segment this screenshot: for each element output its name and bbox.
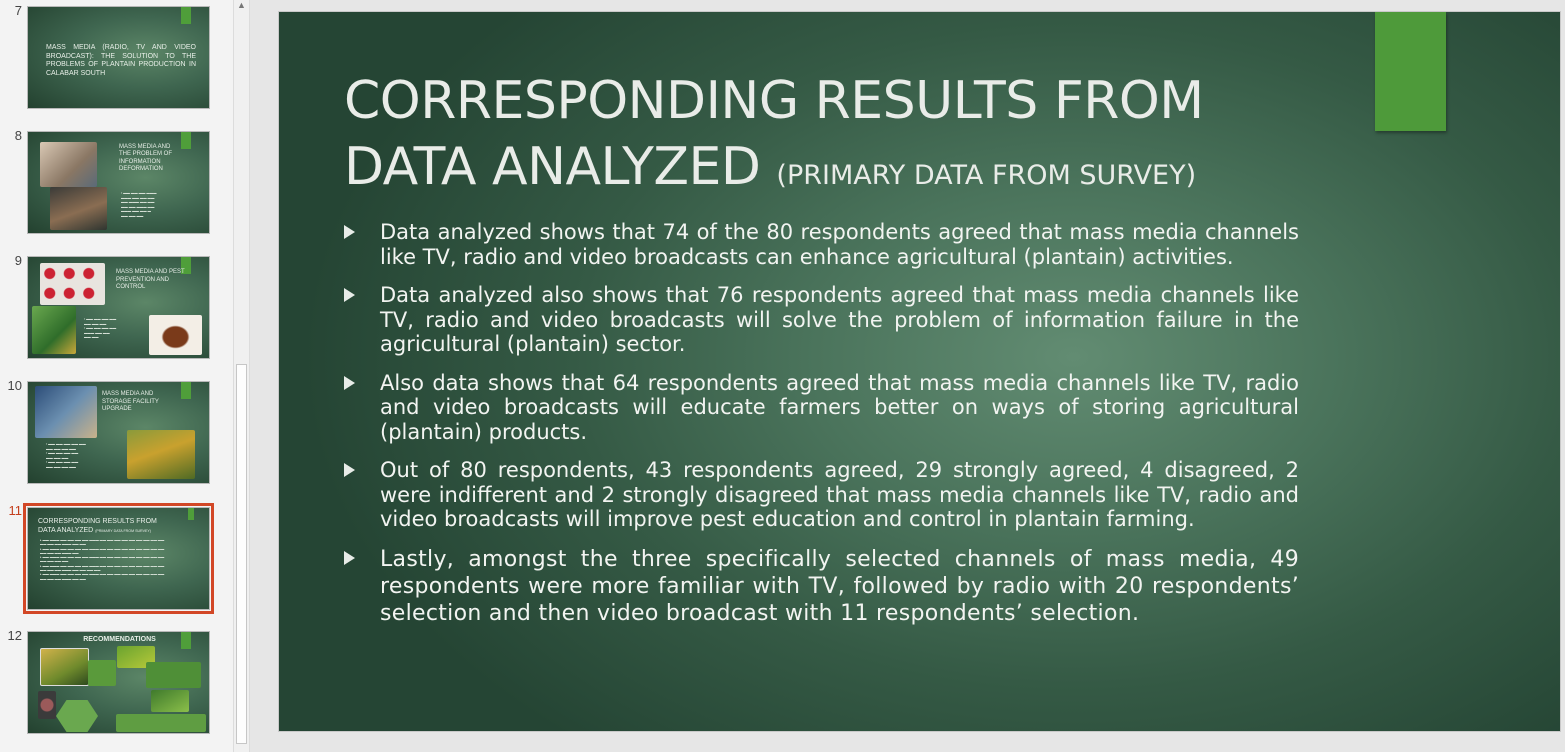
- slide-canvas[interactable]: CORRESPONDING RESULTS FROM DATA ANALYZED…: [279, 12, 1560, 731]
- scroll-up-arrow-icon[interactable]: ▲: [237, 0, 246, 10]
- plantain-photo: [117, 646, 155, 668]
- slide-thumbnail-pane[interactable]: 7 MASS MEDIA (RADIO, TV AND VIDEO BROADC…: [0, 0, 233, 752]
- slide-number: 8: [14, 128, 22, 143]
- farmers-photo: [32, 306, 76, 354]
- bullet-item: Also data shows that 64 respondents agre…: [344, 371, 1299, 445]
- bullet-arrow-icon: [344, 550, 355, 565]
- accent-bar: [181, 257, 191, 274]
- bullet-arrow-icon: [344, 463, 355, 477]
- thumbnail-title: MASS MEDIA AND PEST PREVENTION AND CONTR…: [116, 269, 185, 291]
- slide-thumbnail-8[interactable]: MASS MEDIA AND THE PROBLEM OF INFORMATIO…: [27, 131, 210, 234]
- bullet-arrow-icon: [344, 288, 355, 302]
- bullet-item: Lastly, amongst the three specifically s…: [344, 546, 1299, 627]
- bullet-item: Data analyzed also shows that 76 respond…: [344, 283, 1299, 357]
- recommendation-box: [146, 662, 201, 688]
- thumbnail-title: MASS MEDIA (RADIO, TV AND VIDEO BROADCAS…: [46, 44, 196, 77]
- accent-bar: [181, 7, 191, 24]
- warehouse-photo: [35, 386, 97, 438]
- thumbnail-title: MASS MEDIA AND THE PROBLEM OF INFORMATIO…: [119, 144, 173, 173]
- slide-title[interactable]: CORRESPONDING RESULTS FROM DATA ANALYZED…: [344, 68, 1344, 209]
- person-phone-photo: [50, 187, 107, 230]
- thumbnail-title: MASS MEDIA AND STORAGE FACILITY UPGRADE: [102, 391, 159, 413]
- accent-bar: [181, 632, 191, 649]
- slide-thumbnail-10[interactable]: MASS MEDIA AND STORAGE FACILITY UPGRADE …: [27, 381, 210, 484]
- thumbnail-body-text: ▪ ▬▬ ▬▬ ▬▬ ▬▬ ▬▬ ▬▬ ▬▬ ▬▬ ▬▬ ▪ ▬▬ ▬▬ ▬▬ ▬▬…: [46, 442, 86, 469]
- scrollbar-thumb[interactable]: [236, 364, 247, 744]
- slide-thumbnail-11[interactable]: CORRESPONDING RESULTS FROM DATA ANALYZED…: [23, 503, 214, 614]
- slide-thumbnail-9[interactable]: MASS MEDIA AND PEST PREVENTION AND CONTR…: [27, 256, 210, 359]
- thumbnail-body-text: ▸ ▬▬ ▬▬▬ ▬▬ ▬▬ ▬▬ ▬▬ ▬▬▬ ▬▬ ▬▬ ▬▬ ▬▬ ▬▬ …: [40, 538, 165, 581]
- plantain-market-photo: [127, 430, 195, 479]
- thumbnail-body-text: ▪ ▬▬ ▬▬ ▬▬ ▬▬ ▬▬ ▬▬ ▬▬ ▪ ▬▬ ▬▬ ▬▬ ▬▬ ▬▬▬ ▬▬…: [84, 317, 117, 340]
- bullet-arrow-icon: [344, 225, 355, 239]
- slide-number: 12: [7, 628, 22, 643]
- leaves-photo: [151, 690, 189, 712]
- accent-bar: [188, 508, 194, 520]
- slide-title-subtitle: (PRIMARY DATA FROM SURVEY): [776, 160, 1197, 191]
- accent-bar: [181, 132, 191, 149]
- tv-icon: [38, 691, 56, 719]
- slide-number: 11: [8, 503, 23, 518]
- recommendation-box: [88, 660, 116, 686]
- pest-icons-image: [40, 263, 105, 305]
- slide-title-main: CORRESPONDING RESULTS FROM DATA ANALYZED: [344, 71, 1204, 197]
- beetle-image: [149, 315, 202, 355]
- people-photo: [40, 142, 97, 187]
- thumbnail-scrollbar[interactable]: ▲: [233, 0, 250, 752]
- thumbnail-title: CORRESPONDING RESULTS FROM DATA ANALYZED…: [38, 518, 157, 534]
- slide-thumbnail-7[interactable]: MASS MEDIA (RADIO, TV AND VIDEO BROADCAS…: [27, 6, 210, 109]
- slide-number: 10: [7, 378, 22, 393]
- slide-body[interactable]: Data analyzed shows that 74 of the 80 re…: [344, 220, 1299, 641]
- slide-number: 7: [14, 3, 22, 18]
- accent-bar: [1375, 12, 1446, 131]
- thumbnail-body-text: ▪ ▬▬ ▬▬ ▬▬ ▬▬▬ ▬▬▬ ▬▬ ▬▬ ▬▬ ▬▬ ▬▬▬ ▬▬ ▬▬ ▬▬…: [121, 191, 157, 218]
- bullet-item: Out of 80 respondents, 43 respondents ag…: [344, 458, 1299, 532]
- bullet-arrow-icon: [344, 375, 355, 390]
- slide-number: 9: [14, 253, 22, 268]
- accent-bar: [181, 382, 191, 399]
- plantain-bunch-photo: [40, 648, 89, 686]
- bullet-item: Data analyzed shows that 74 of the 80 re…: [344, 220, 1299, 269]
- thumbnail-title: RECOMMENDATIONS: [83, 636, 156, 643]
- slide-thumbnail-12[interactable]: RECOMMENDATIONS: [27, 631, 210, 734]
- recommendation-box: [116, 714, 206, 732]
- recommendation-hexagon: [56, 700, 98, 732]
